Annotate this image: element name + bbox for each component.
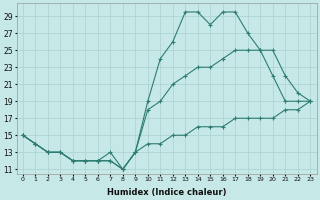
X-axis label: Humidex (Indice chaleur): Humidex (Indice chaleur) — [107, 188, 226, 197]
